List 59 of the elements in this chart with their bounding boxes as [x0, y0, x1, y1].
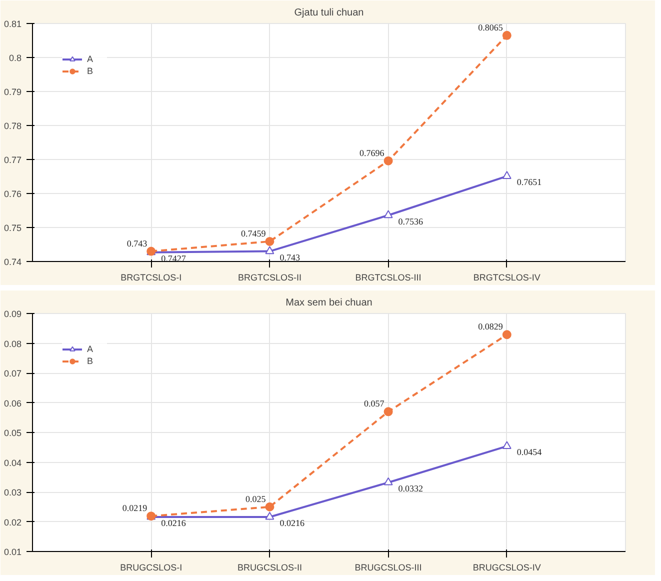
data-label: 0.7651 [516, 177, 542, 188]
data-label: 0.743 [126, 238, 148, 248]
x-tick-label: BRUGCSLOS-II [237, 562, 302, 572]
y-tick-label: 0.76 [4, 189, 22, 199]
chart-title: Max sem bei chuan [286, 298, 372, 308]
data-label: 0.8065 [478, 22, 504, 32]
y-tick-label: 0.79 [4, 87, 22, 97]
data-label: 0.0454 [516, 447, 542, 458]
legend-label: A [87, 343, 94, 355]
y-tick-label: 0.77 [4, 155, 22, 165]
y-tick-label: 0.08 [4, 338, 22, 349]
legend-label: A [87, 53, 94, 65]
data-label: 0.7459 [240, 228, 266, 238]
data-label: 0.743 [280, 252, 300, 262]
y-tick-label: 0.05 [4, 428, 22, 438]
y-tick-label: 0.01 [4, 547, 22, 557]
data-label: 0.025 [245, 494, 266, 504]
point [384, 407, 393, 416]
legend-label: B [87, 355, 94, 367]
x-tick-label: BRGTCSLOS-IV [473, 272, 540, 282]
data-label: 0.057 [364, 398, 385, 409]
point [502, 30, 512, 40]
x-tick-label: BRUGCSLOS-III [354, 562, 422, 572]
y-tick-label: 0.78 [4, 121, 22, 131]
y-tick-label: 0.09 [4, 309, 22, 319]
y-tick-label: 0.8 [8, 53, 22, 63]
y-tick-label: 0.03 [4, 488, 22, 498]
y-tick-label: 0.02 [4, 517, 22, 528]
data-label: 0.7427 [161, 253, 186, 264]
chart-title: Gjatu tuli chuan [294, 8, 364, 18]
data-label: 0.7696 [360, 148, 385, 158]
y-tick-label: 0.04 [4, 458, 22, 468]
point [265, 246, 274, 254]
data-label: 0.0219 [122, 503, 148, 514]
x-tick-label: BRUGCSLOS-I [120, 562, 182, 572]
x-tick-label: BRGTCSLOS-I [120, 272, 182, 282]
data-label: 0.0829 [478, 322, 504, 332]
y-tick-label: 0.81 [4, 19, 22, 29]
y-tick-label: 0.75 [4, 223, 22, 233]
y-tick-label: 0.06 [4, 398, 22, 408]
legend-label: B [87, 65, 94, 77]
data-label: 0.0332 [398, 483, 424, 494]
x-tick-label: BRGTCSLOS-II [238, 272, 302, 282]
data-label: 0.0216 [280, 518, 305, 528]
point [502, 330, 512, 340]
x-tick-label: BRUGCSLOS-IV [472, 562, 541, 572]
point [265, 236, 274, 246]
y-tick-label: 0.07 [4, 368, 22, 378]
point [384, 210, 393, 218]
point [502, 441, 512, 449]
x-tick-label: BRGTCSLOS-III [355, 272, 422, 282]
point [502, 171, 512, 179]
y-tick-label: 0.74 [4, 257, 22, 267]
data-label: 0.7536 [398, 216, 424, 226]
point [265, 502, 274, 512]
point [384, 477, 393, 486]
point [265, 512, 274, 520]
point [384, 156, 393, 166]
data-label: 0.0216 [161, 518, 186, 528]
